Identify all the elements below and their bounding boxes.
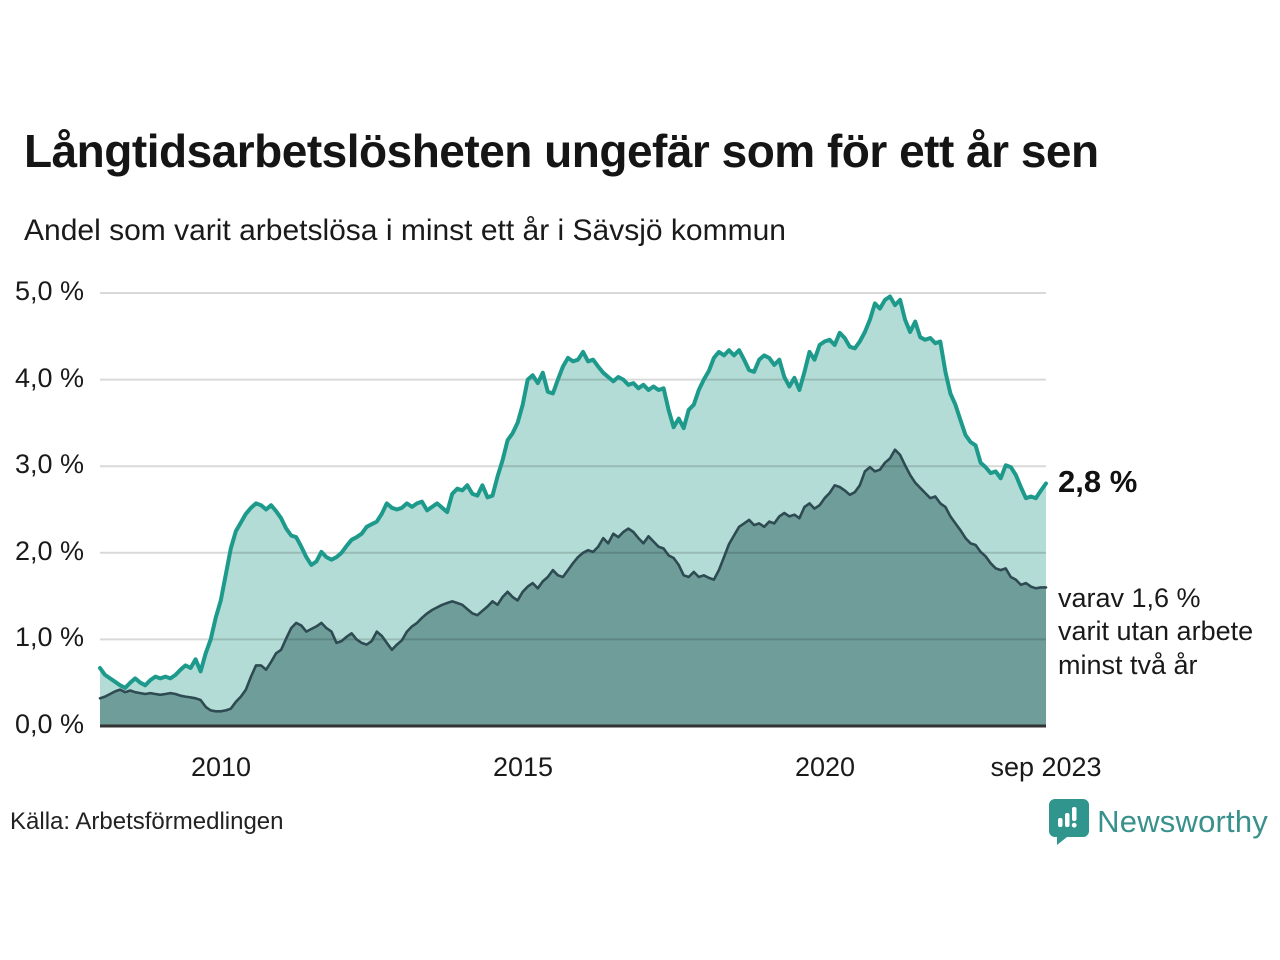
- y-tick-label: 3,0 %: [14, 449, 84, 479]
- source-attribution: Källa: Arbetsförmedlingen: [10, 808, 284, 835]
- y-tick-label: 5,0 %: [14, 276, 84, 306]
- x-tick-label: 2010: [190, 752, 252, 782]
- series-line-0: [98, 294, 1048, 690]
- newsworthy-wordmark: Newsworthy: [1097, 804, 1268, 839]
- y-tick-label: 1,0 %: [14, 622, 84, 652]
- x-tick-label: sep 2023: [990, 752, 1102, 782]
- newsworthy-logo-icon: [1049, 799, 1090, 845]
- x-tick-label: 2020: [794, 752, 856, 782]
- bar-glyph: [1065, 813, 1070, 827]
- secondary-annotation: varav 1,6 % varit utan arbete minst två …: [1058, 582, 1253, 682]
- newsworthy-logo: Newsworthy: [1049, 798, 1268, 846]
- secondary-annotation-line: varit utan arbete: [1058, 616, 1254, 647]
- secondary-annotation-line: varav 1,6 %: [1058, 583, 1201, 613]
- secondary-annotation-line: minst två år: [1058, 649, 1198, 680]
- x-axis-labels: 2010 2015 2020 sep 2023: [190, 752, 1102, 782]
- y-tick-label: 4,0 %: [14, 363, 84, 393]
- series-line-1: [98, 448, 1048, 713]
- bar-glyph: [1058, 818, 1063, 827]
- y-tick-label: 2,0 %: [14, 536, 84, 566]
- exclamation-dot-glyph: [1071, 822, 1077, 828]
- latest-value-annotation: 2,8 %: [1058, 464, 1138, 499]
- y-tick-label: 0,0 %: [14, 709, 84, 739]
- chart-subtitle: Andel som varit arbetslösa i minst ett å…: [24, 214, 786, 247]
- page-title: Långtidsarbetslösheten ungefär som för e…: [24, 125, 1099, 177]
- series-area-1: [100, 449, 1046, 726]
- x-tick-label: 2015: [492, 752, 554, 782]
- y-axis-labels: 5,0 % 4,0 % 3,0 % 2,0 % 1,0 % 0,0 %: [0, 0, 88, 760]
- exclamation-bar-glyph: [1072, 807, 1077, 821]
